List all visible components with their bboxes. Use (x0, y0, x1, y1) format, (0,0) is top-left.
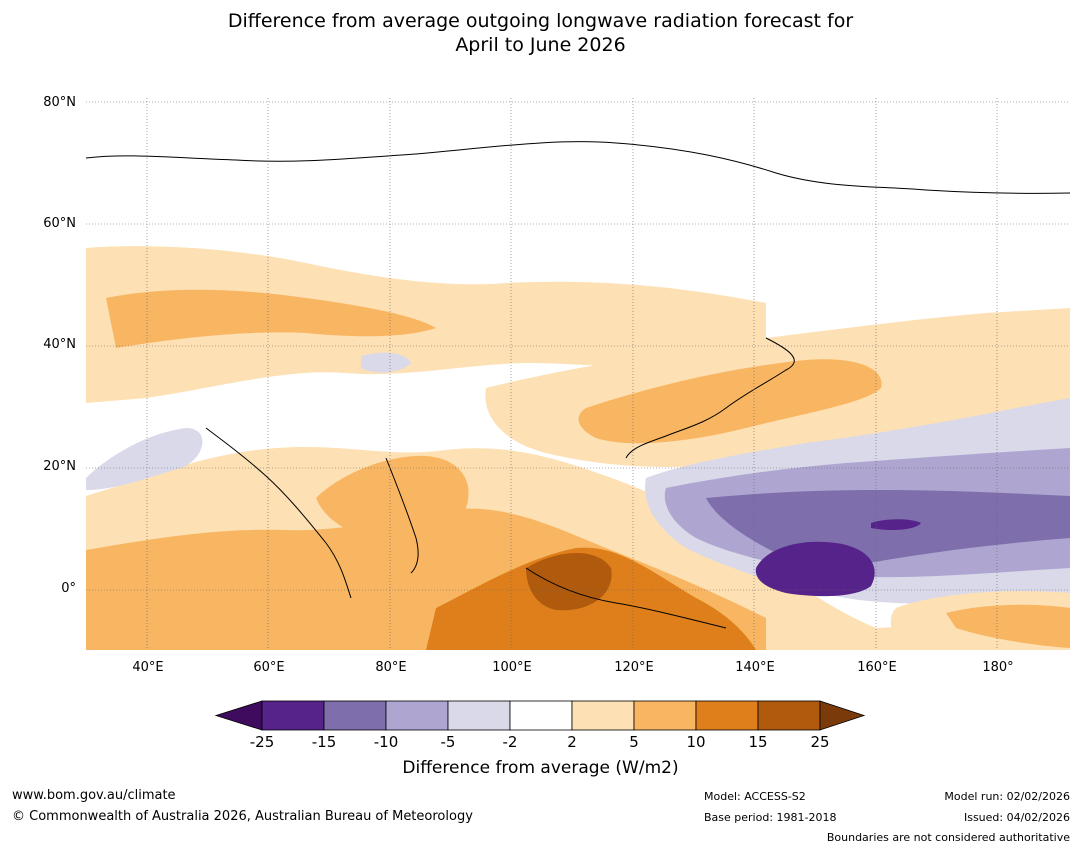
lon-label-80e: 80°E (375, 660, 407, 675)
colorbar-segment (757, 700, 821, 731)
anomaly-region-arabia-purple (86, 428, 203, 490)
colorbar-segment (447, 700, 511, 731)
colorbar-segment (571, 700, 635, 731)
anomaly-region-china-mid (578, 359, 882, 444)
lon-label-140e: 140°E (735, 660, 775, 675)
lon-label-120e: 120°E (614, 660, 654, 675)
anomaly-region-purple-strong (755, 541, 875, 597)
colorbar-segment (385, 700, 449, 731)
colorbar-title: Difference from average (W/m2) (402, 758, 679, 778)
anomaly-region-eurasia-mid (106, 289, 436, 348)
colorbar-segment (695, 700, 759, 731)
colorbar-tick-label: 5 (629, 733, 639, 751)
lon-label-40e: 40°E (132, 660, 164, 675)
title-line-2: April to June 2026 (455, 34, 626, 56)
lon-label-60e: 60°E (253, 660, 285, 675)
colorbar-segment (633, 700, 697, 731)
issued-date: Issued: 04/02/2026 (963, 811, 1070, 824)
website-link[interactable]: www.bom.gov.au/climate (12, 788, 176, 803)
forecast-map (85, 98, 1071, 650)
colorbar-tick-label: -25 (249, 733, 275, 751)
anomaly-region-purple-small (871, 519, 921, 531)
lon-label-100e: 100°E (492, 660, 532, 675)
map-title: Difference from average outgoing longwav… (0, 9, 1081, 57)
lat-label-80n: 80°N (43, 95, 76, 110)
anomaly-region-tibet-purple (361, 352, 411, 373)
colorbar-segment (261, 700, 325, 731)
coastlines (85, 141, 1071, 629)
anomaly-region-maritime-strong (526, 552, 612, 611)
base-period: Base period: 1981-2018 (704, 811, 837, 824)
colorbar-tick-label: 2 (567, 733, 577, 751)
colorbar-segment (323, 700, 387, 731)
colorbar-tick-label: -15 (311, 733, 337, 751)
lon-label-160e: 160°E (857, 660, 897, 675)
colorbar-extend-low (214, 700, 263, 731)
anomaly-region-central-pacific-south-mid (946, 604, 1070, 648)
lat-label-60n: 60°N (43, 216, 76, 231)
copyright-text: © Commonwealth of Australia 2026, Austra… (12, 809, 473, 824)
colorbar (214, 700, 866, 731)
model-run-date: Model run: 02/02/2026 (944, 790, 1070, 803)
title-line-1: Difference from average outgoing longwav… (227, 10, 854, 32)
lat-label-20n: 20°N (43, 459, 76, 474)
graticule (86, 98, 1070, 650)
colorbar-tick-label: 15 (748, 733, 768, 751)
colorbar-tick-label: -2 (502, 733, 518, 751)
lon-label-180: 180° (982, 660, 1014, 675)
colorbar-segment (509, 700, 573, 731)
colorbar-tick-label: 25 (810, 733, 830, 751)
colorbar-tick-label: 10 (686, 733, 706, 751)
lat-label-40n: 40°N (43, 337, 76, 352)
anomaly-region-india (316, 455, 469, 538)
colorbar-tick-label: -10 (373, 733, 399, 751)
model-name: Model: ACCESS-S2 (704, 790, 806, 803)
colorbar-extend-high (819, 700, 866, 731)
map-canvas (85, 98, 1071, 650)
colorbar-tick-label: -5 (440, 733, 456, 751)
boundaries-disclaimer: Boundaries are not considered authoritat… (826, 831, 1070, 844)
lat-label-0: 0° (61, 581, 76, 596)
